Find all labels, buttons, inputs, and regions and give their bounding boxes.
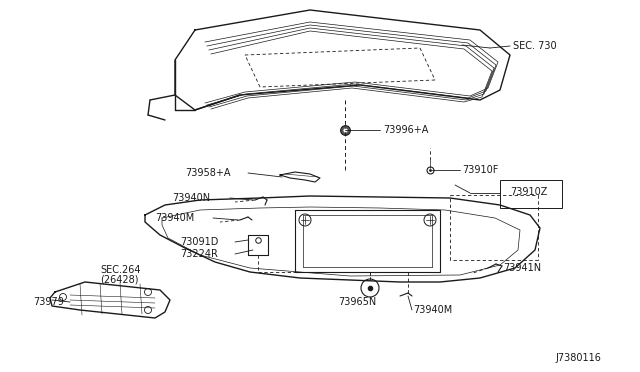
Text: 73940M: 73940M xyxy=(155,213,195,223)
Bar xyxy=(500,180,562,208)
Text: 73958+A: 73958+A xyxy=(185,168,230,178)
Text: 73910Z: 73910Z xyxy=(510,187,547,197)
Text: (26428): (26428) xyxy=(100,275,138,285)
Text: 73996+A: 73996+A xyxy=(383,125,428,135)
Text: 73965N: 73965N xyxy=(338,297,376,307)
Text: 73940N: 73940N xyxy=(172,193,210,203)
Text: 73941N: 73941N xyxy=(503,263,541,273)
Text: 73224R: 73224R xyxy=(180,249,218,259)
Text: 73910F: 73910F xyxy=(462,165,499,175)
Text: SEC. 730: SEC. 730 xyxy=(513,41,557,51)
Text: 73091D: 73091D xyxy=(180,237,218,247)
Text: 73979: 73979 xyxy=(33,297,64,307)
Text: SEC.264: SEC.264 xyxy=(100,265,141,275)
Text: J7380116: J7380116 xyxy=(555,353,601,363)
Text: 73940M: 73940M xyxy=(413,305,452,315)
